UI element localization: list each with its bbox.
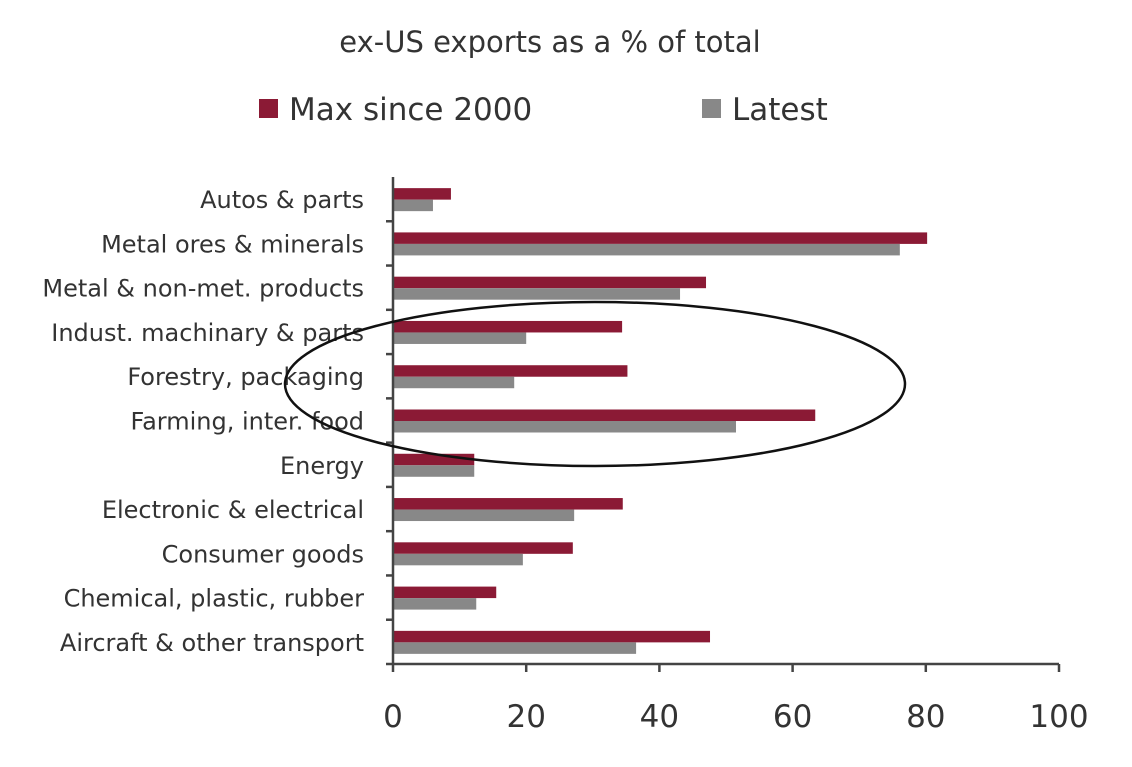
category-label: Consumer goods: [162, 540, 364, 568]
category-label: Energy: [280, 452, 364, 480]
bar-latest-1: [393, 243, 900, 256]
legend: Max since 2000 Latest: [259, 92, 828, 128]
bar-latest-7: [393, 509, 575, 522]
category-label: Farming, inter. food: [130, 408, 364, 436]
bar-max-9: [393, 586, 497, 599]
bar-latest-2: [393, 288, 681, 300]
category-label: Chemical, plastic, rubber: [64, 585, 365, 613]
bar-latest-3: [393, 332, 527, 344]
bar-max-8: [393, 542, 573, 554]
category-label: Metal ores & minerals: [101, 230, 364, 258]
chart-title: ex-US exports as a % of total: [339, 25, 760, 59]
bar-max-6: [393, 453, 475, 466]
bar-max-1: [393, 232, 928, 244]
x-tick-label: 20: [506, 699, 545, 735]
bar-latest-5: [393, 421, 736, 433]
bar-max-10: [393, 630, 711, 643]
category-label: Forestry, packaging: [127, 363, 364, 391]
x-tick-label: 0: [383, 699, 403, 735]
bar-latest-4: [393, 376, 515, 389]
x-tick-label: 80: [906, 699, 945, 735]
legend-swatch-latest: [702, 99, 721, 118]
legend-label-latest: Latest: [732, 92, 828, 128]
x-tick-label: 40: [640, 699, 679, 735]
x-tick-label: 100: [1029, 699, 1088, 735]
bar-max-0: [393, 188, 451, 200]
bar-latest-6: [393, 465, 475, 477]
category-label: Metal & non-met. products: [42, 275, 364, 303]
legend-label-max: Max since 2000: [289, 92, 532, 128]
bar-max-2: [393, 276, 707, 289]
bar-latest-10: [393, 642, 637, 654]
bar-max-4: [393, 365, 628, 377]
bar-max-3: [393, 320, 623, 333]
category-label: Indust. machinary & parts: [51, 319, 364, 347]
highlight-ellipse: [283, 300, 907, 468]
bar-latest-9: [393, 598, 477, 610]
category-label: Aircraft & other transport: [60, 629, 364, 657]
bar-max-7: [393, 498, 623, 510]
x-tick-label: 60: [773, 699, 812, 735]
category-label: Autos & parts: [200, 186, 364, 214]
bar-latest-0: [393, 199, 433, 212]
bar-max-5: [393, 409, 816, 421]
legend-swatch-max: [259, 99, 278, 118]
bar-latest-8: [393, 553, 523, 566]
category-label: Electronic & electrical: [102, 496, 364, 524]
